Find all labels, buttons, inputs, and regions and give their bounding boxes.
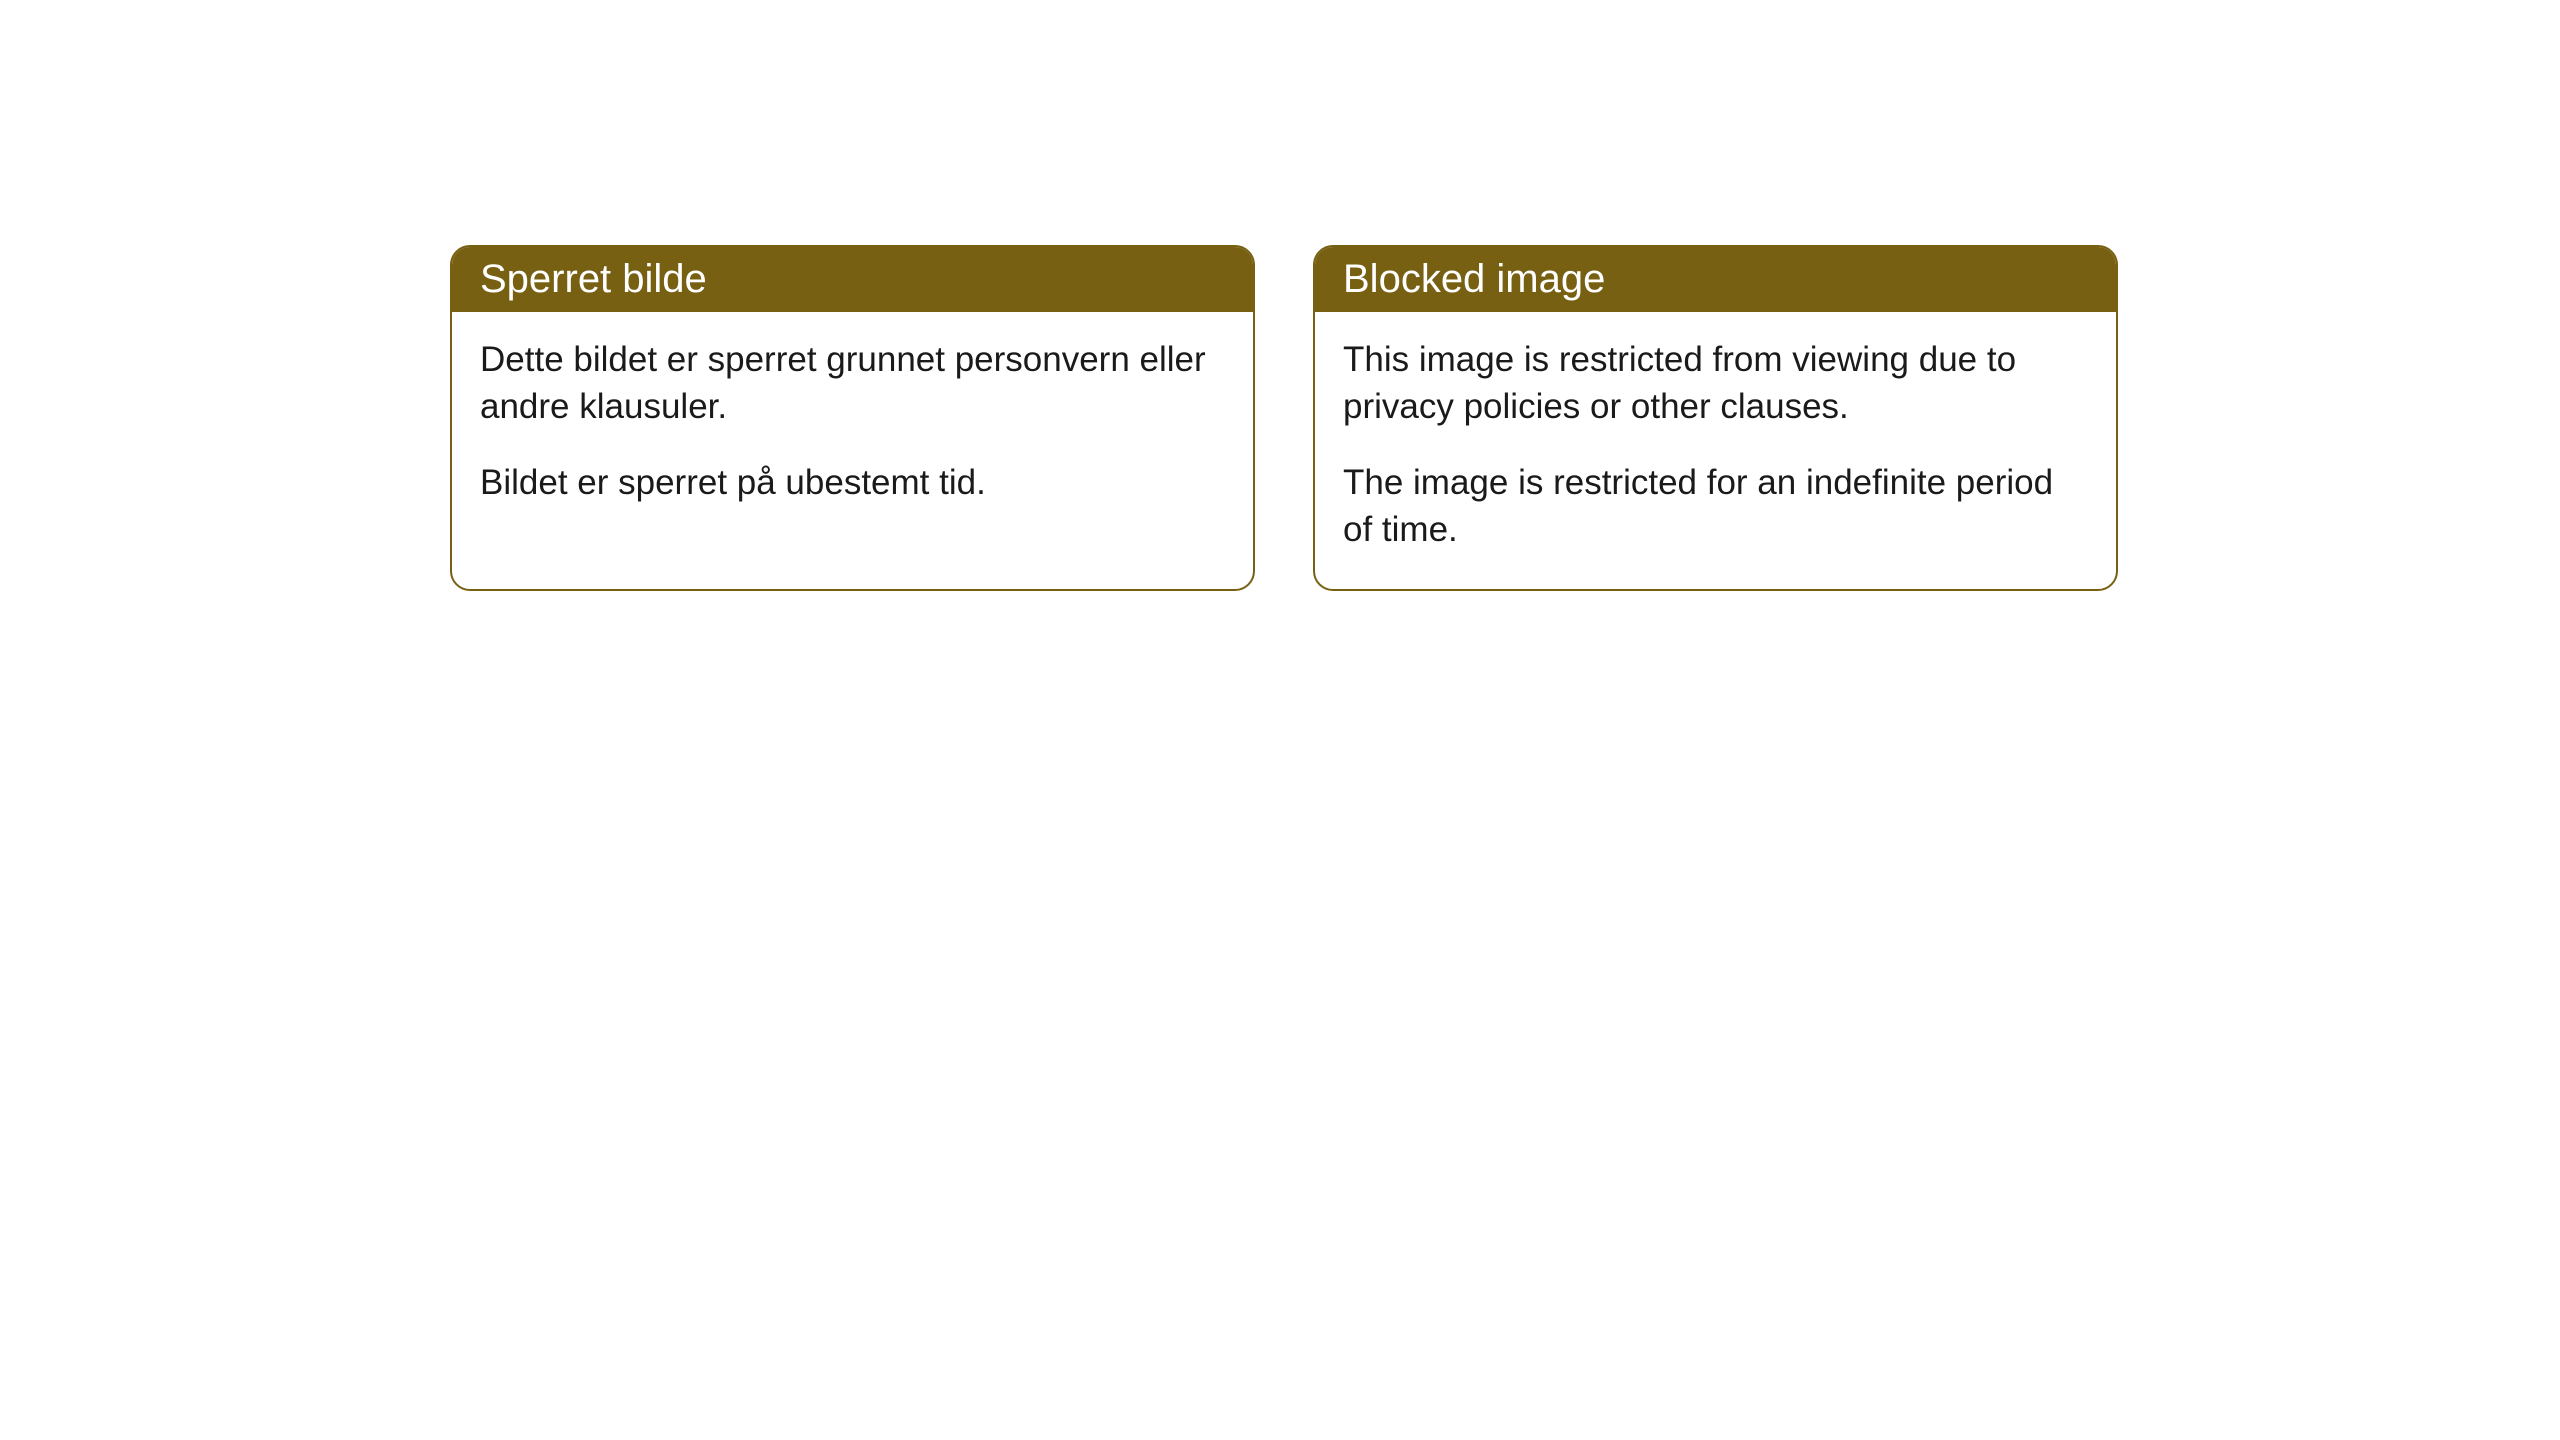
card-body-norwegian: Dette bildet er sperret grunnet personve… — [452, 312, 1253, 542]
card-paragraph-2-english: The image is restricted for an indefinit… — [1343, 459, 2088, 554]
card-header-norwegian: Sperret bilde — [452, 247, 1253, 312]
card-body-english: This image is restricted from viewing du… — [1315, 312, 2116, 589]
card-paragraph-1-norwegian: Dette bildet er sperret grunnet personve… — [480, 336, 1225, 431]
card-title-english: Blocked image — [1343, 257, 1605, 301]
card-paragraph-1-english: This image is restricted from viewing du… — [1343, 336, 2088, 431]
card-paragraph-2-norwegian: Bildet er sperret på ubestemt tid. — [480, 459, 1225, 506]
notice-cards-container: Sperret bilde Dette bildet er sperret gr… — [450, 245, 2560, 591]
card-title-norwegian: Sperret bilde — [480, 257, 707, 301]
card-header-english: Blocked image — [1315, 247, 2116, 312]
blocked-image-card-english: Blocked image This image is restricted f… — [1313, 245, 2118, 591]
blocked-image-card-norwegian: Sperret bilde Dette bildet er sperret gr… — [450, 245, 1255, 591]
